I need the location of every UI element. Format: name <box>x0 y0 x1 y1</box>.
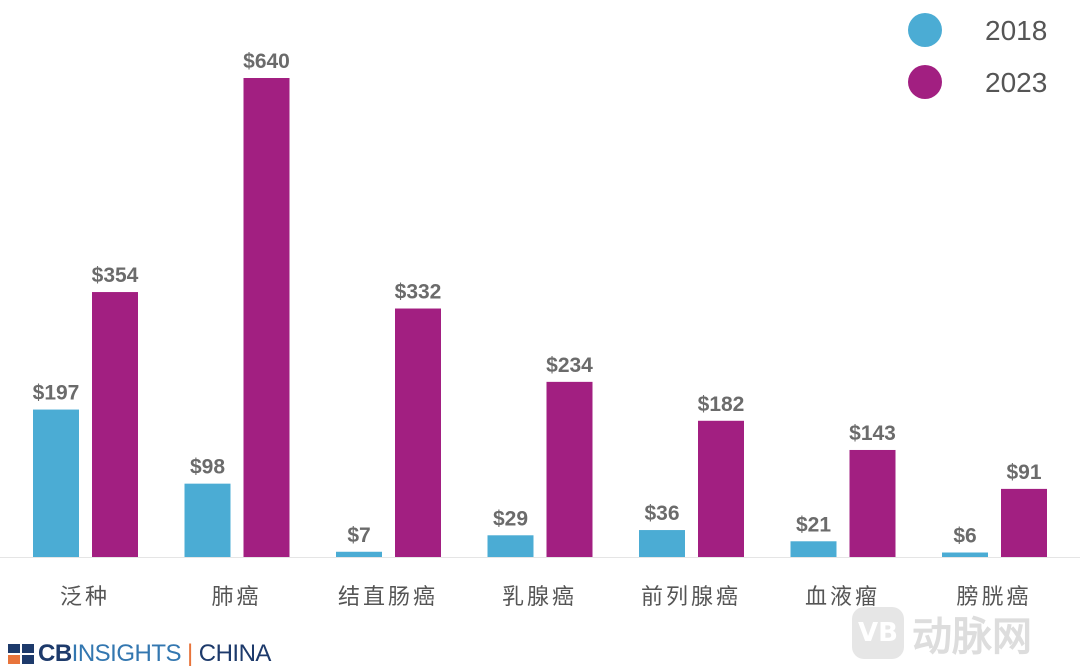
category-label-0: 泛种 <box>60 584 110 609</box>
category-label-1: 肺癌 <box>211 584 261 609</box>
bar-chart: $197 $354 泛种 $98 $640 肺癌 $7 $332 结直肠癌 $29 $234 乳腺癌 $… <box>0 13 1080 609</box>
bar-2023-2 <box>395 308 441 557</box>
data-label-2018-2: $7 <box>347 524 370 547</box>
data-label-2023-0: $354 <box>92 264 139 287</box>
category-label-6: 膀胱癌 <box>956 584 1031 609</box>
bar-2018-1 <box>184 483 231 557</box>
bar-2018-5 <box>790 541 837 557</box>
category-label-5: 血液瘤 <box>805 584 880 609</box>
legend-marker-2023 <box>908 65 942 99</box>
data-label-2023-5: $143 <box>849 422 896 445</box>
category-label-4: 前列腺癌 <box>641 584 741 609</box>
bar-2023-4 <box>698 420 744 557</box>
data-label-2018-0: $197 <box>33 382 80 405</box>
data-label-2023-2: $332 <box>395 281 442 304</box>
bar-2018-2 <box>336 551 382 557</box>
bar-2023-6 <box>1001 488 1047 557</box>
logo-insights: INSIGHTS <box>71 640 182 666</box>
bar-2018-6 <box>942 552 988 557</box>
logo-separator: | <box>187 640 193 666</box>
data-label-2023-4: $182 <box>698 393 745 416</box>
legend-label-2023: 2023 <box>985 67 1047 98</box>
data-label-2023-3: $234 <box>546 354 593 377</box>
bar-2023-3 <box>546 381 593 557</box>
logo-china: CHINA <box>198 640 272 666</box>
category-label-2: 结直肠癌 <box>338 584 438 609</box>
bar-2018-3 <box>487 535 534 557</box>
legend-marker-2018 <box>908 13 942 47</box>
data-label-2018-5: $21 <box>796 513 831 536</box>
watermark: VB 动脉网 <box>852 604 1032 662</box>
watermark-icon: VB <box>852 607 904 659</box>
watermark-text: 动脉网 <box>912 614 1032 660</box>
bar-2023-1 <box>243 78 290 557</box>
cbinsights-logo: CB INSIGHTS | CHINA <box>8 640 271 666</box>
data-label-2023-6: $91 <box>1006 461 1041 484</box>
cbinsights-logo-icon <box>8 644 34 664</box>
bar-2023-0 <box>92 292 138 557</box>
bar-2018-0 <box>33 409 79 557</box>
data-label-2018-3: $29 <box>493 507 528 530</box>
bar-2023-5 <box>849 449 896 557</box>
legend-label-2018: 2018 <box>985 15 1047 46</box>
bar-2018-4 <box>639 530 685 557</box>
data-label-2018-6: $6 <box>953 525 976 548</box>
category-label-3: 乳腺癌 <box>502 584 577 609</box>
data-label-2018-4: $36 <box>644 502 679 525</box>
logo-cb: CB <box>38 640 72 666</box>
data-label-2023-1: $640 <box>243 50 290 73</box>
data-label-2018-1: $98 <box>190 456 225 479</box>
